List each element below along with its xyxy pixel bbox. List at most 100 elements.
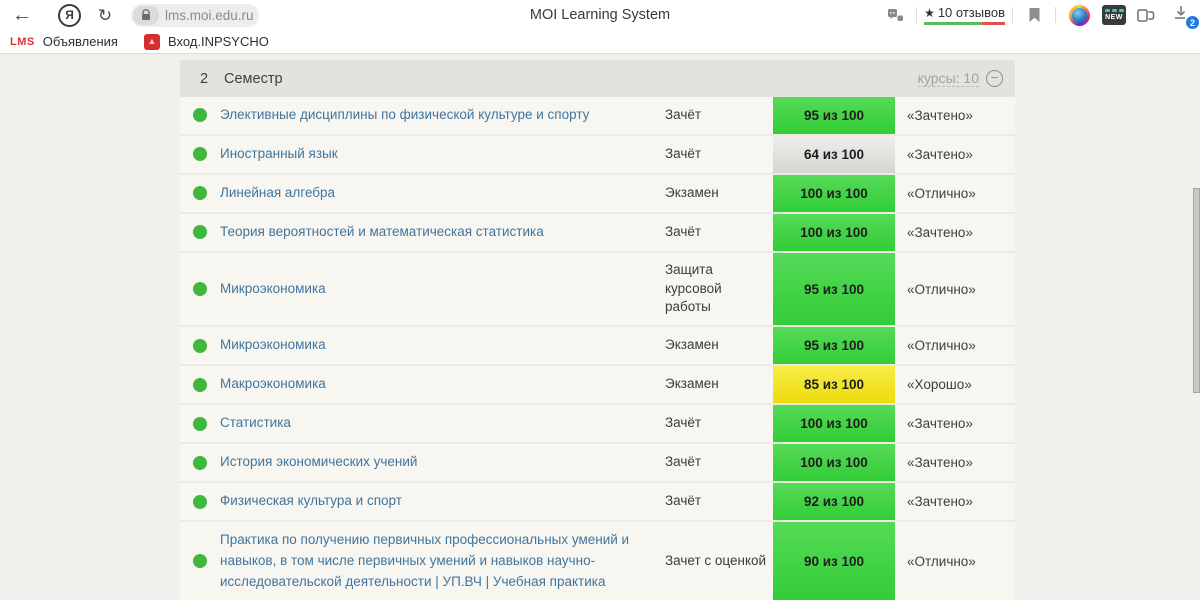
- semester-number: 2: [200, 70, 209, 87]
- course-cell: Теория вероятностей и математическая ста…: [220, 214, 665, 251]
- course-row: Линейная алгебра Экзамен 100 из 100 «Отл…: [180, 174, 1015, 214]
- lock-icon[interactable]: [133, 5, 159, 25]
- course-link[interactable]: Физическая культура и спорт: [220, 493, 402, 509]
- course-row: Элективные дисциплины по физической куль…: [180, 97, 1015, 136]
- course-cell: Макроэкономика: [220, 366, 665, 403]
- course-status-icon: [193, 338, 207, 353]
- course-status-icon: [193, 494, 207, 509]
- assessment-type: Зачёт: [665, 454, 702, 470]
- course-link[interactable]: Статистика: [220, 415, 291, 431]
- bookmark-label: Объявления: [42, 34, 118, 49]
- course-status-icon: [193, 282, 207, 297]
- course-status-icon: [193, 377, 207, 392]
- inpsycho-favicon: ▲: [143, 33, 160, 50]
- course-cell: Физическая культура и спорт: [220, 483, 665, 520]
- course-link[interactable]: Микроэкономика: [220, 337, 326, 353]
- status-cell: [180, 136, 220, 173]
- course-row: История экономических учений Зачёт 100 и…: [180, 444, 1015, 484]
- course-cell: Статистика: [220, 405, 665, 442]
- status-cell: [180, 405, 220, 442]
- address-bar[interactable]: lms.moi.edu.ru: [131, 3, 259, 27]
- downloads-button[interactable]: 2: [1170, 2, 1199, 29]
- page-content: 2 Семестр курсы: 10 − Элективные дисципл…: [0, 55, 1200, 600]
- toolbar-right-icons: ★ 10 отзывов NEW 2: [881, 0, 1200, 30]
- back-button[interactable]: ←: [8, 1, 36, 29]
- film-perforation-icon: [1104, 9, 1124, 12]
- url-text: lms.moi.edu.ru: [165, 7, 254, 23]
- assessment-type: Зачёт: [665, 145, 702, 161]
- assessment-type: Экзамен: [665, 376, 719, 392]
- collapse-semester-button[interactable]: −: [986, 69, 1003, 87]
- status-cell: [180, 327, 220, 364]
- course-cell: История экономических учений: [220, 444, 665, 481]
- course-cell: Элективные дисциплины по физической куль…: [220, 97, 665, 134]
- bookmark-lms-announcements[interactable]: LMS Объявления: [10, 34, 118, 49]
- course-status-icon: [193, 108, 207, 123]
- bookmark-inpsycho-login[interactable]: ▲ Вход.INPSYCHO: [143, 33, 269, 50]
- separator: [1012, 7, 1013, 23]
- back-icon: ←: [12, 4, 32, 26]
- course-status-icon: [193, 186, 207, 201]
- course-status-icon: [193, 225, 207, 240]
- course-link[interactable]: Макроэкономика: [220, 376, 326, 392]
- separator: [1055, 7, 1056, 23]
- reload-button[interactable]: ↻: [91, 1, 119, 29]
- assessment-type: Зачёт: [665, 415, 702, 431]
- semester-label: Семестр: [224, 70, 283, 87]
- course-link[interactable]: Элективные дисциплины по физической куль…: [220, 107, 590, 122]
- course-row: Иностранный язык Зачёт 64 из 100 «Зачтен…: [180, 135, 1015, 175]
- rating-positive-segment: [924, 22, 983, 25]
- rating-negative-segment: [982, 22, 1005, 25]
- course-link[interactable]: Микроэкономика: [220, 280, 326, 296]
- course-link[interactable]: Линейная алгебра: [220, 184, 336, 200]
- site-reviews-button[interactable]: ★ 10 отзывов: [924, 5, 1005, 25]
- grade-text: «Зачтено»: [907, 455, 973, 471]
- yandex-button[interactable]: Я: [58, 3, 81, 27]
- status-cell: [180, 522, 220, 600]
- grade-text: «Зачтено»: [907, 146, 973, 162]
- course-row: Статистика Зачёт 100 из 100 «Зачтено»: [180, 405, 1015, 445]
- course-cell: Практика по получению первичных професси…: [220, 522, 665, 600]
- collections-icon[interactable]: [1132, 1, 1160, 29]
- download-arrow-icon: [1175, 6, 1186, 19]
- extension-browser-icon[interactable]: [1069, 4, 1090, 26]
- course-row: Микроэкономика Экзамен 95 из 100 «Отличн…: [180, 327, 1015, 367]
- score-badge: 100 из 100: [773, 213, 895, 251]
- score-badge: 64 из 100: [773, 135, 895, 173]
- browser-toolbar: ← Я ↻ lms.moi.edu.ru MOI Learning System…: [0, 0, 1200, 30]
- rating-bar: [924, 22, 1005, 25]
- course-status-icon: [193, 147, 207, 162]
- bookmark-flag-icon[interactable]: [1020, 1, 1048, 29]
- new-badge: NEW: [1105, 14, 1123, 21]
- course-link[interactable]: Иностранный язык: [220, 145, 338, 161]
- course-link[interactable]: История экономических учений: [220, 454, 418, 470]
- grade-text: «Хорошо»: [907, 377, 972, 393]
- grade-text: «Зачтено»: [907, 494, 973, 509]
- grade-text: «Зачтено»: [907, 416, 973, 432]
- vertical-scrollbar-thumb[interactable]: [1193, 188, 1200, 393]
- score-badge: 95 из 100: [773, 327, 895, 365]
- bookmarks-bar: LMS Объявления ▲ Вход.INPSYCHO: [0, 30, 1200, 54]
- reviews-count: 10 отзывов: [937, 5, 1005, 20]
- course-cell: Микроэкономика: [220, 327, 665, 364]
- assessment-type: Зачёт: [665, 493, 702, 509]
- lms-favicon: LMS: [10, 35, 35, 48]
- extension-globe-icon: [1072, 7, 1087, 23]
- yandex-logo-icon: Я: [65, 8, 74, 22]
- assessment-type: Экзамен: [665, 337, 719, 353]
- course-status-icon: [193, 455, 207, 470]
- courses-count-link[interactable]: курсы: 10: [917, 69, 979, 88]
- score-badge: 92 из 100: [773, 483, 895, 520]
- grade-text: «Отлично»: [907, 553, 976, 569]
- extension-video-icon[interactable]: NEW: [1102, 5, 1126, 25]
- course-link[interactable]: Теория вероятностей и математическая ста…: [220, 223, 544, 239]
- protect-icon[interactable]: [881, 1, 909, 29]
- score-badge: 100 из 100: [773, 405, 895, 443]
- status-cell: [180, 97, 220, 134]
- course-row: Теория вероятностей и математическая ста…: [180, 213, 1015, 253]
- course-row: Физическая культура и спорт Зачёт 92 из …: [180, 483, 1015, 522]
- inpsycho-emblem-icon: ▲: [147, 36, 157, 46]
- status-cell: [180, 444, 220, 481]
- star-icon: ★: [924, 6, 935, 20]
- course-link[interactable]: Практика по получению первичных професси…: [220, 531, 630, 589]
